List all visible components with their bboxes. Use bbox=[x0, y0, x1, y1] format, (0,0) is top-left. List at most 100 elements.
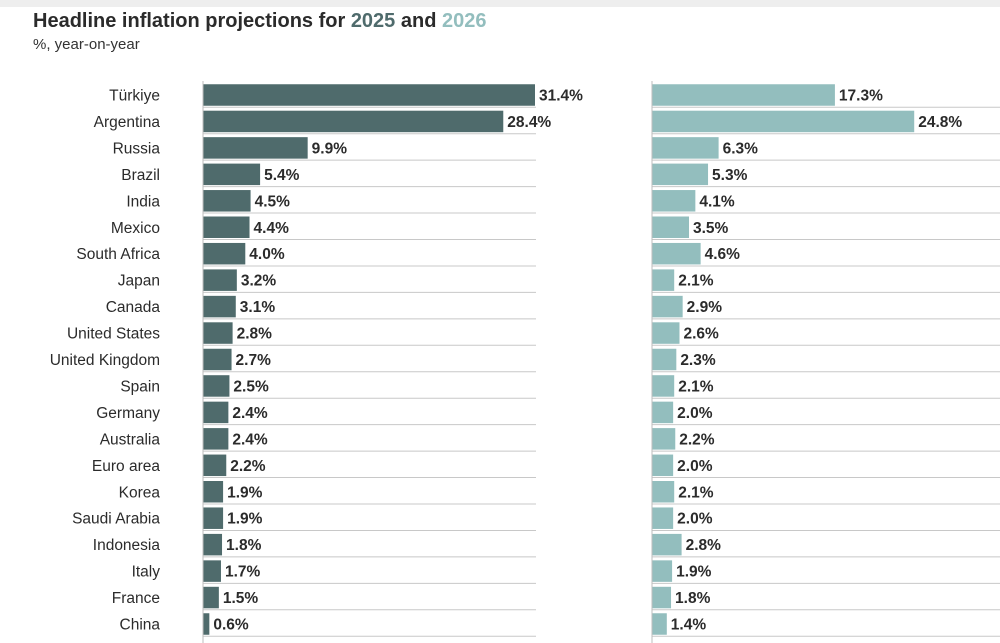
value-label-2026-indonesia: 2.8% bbox=[686, 537, 722, 554]
title-year-2026: 2026 bbox=[441, 10, 487, 32]
category-label: United States bbox=[67, 326, 160, 343]
bar-2026-argentina bbox=[652, 110, 915, 133]
value-label-2025-euro-area: 2.2% bbox=[230, 458, 266, 475]
bar-2025-brazil bbox=[203, 163, 261, 186]
value-label-2026-brazil: 5.3% bbox=[712, 167, 748, 184]
bar-2025-canada bbox=[203, 295, 236, 318]
value-label-2026-saudi-arabia: 2.0% bbox=[677, 511, 713, 528]
value-label-2025-korea: 1.9% bbox=[227, 484, 263, 501]
category-label: Indonesia bbox=[93, 537, 161, 554]
category-label: China bbox=[120, 617, 161, 634]
category-label: Argentina bbox=[94, 114, 161, 131]
category-label: Euro area bbox=[92, 458, 160, 475]
category-label: Mexico bbox=[111, 220, 160, 237]
category-label: France bbox=[112, 590, 160, 607]
title-year-2025: 2025 bbox=[350, 10, 396, 32]
bar-2026-south-africa bbox=[652, 242, 701, 265]
value-label-2025-canada: 3.1% bbox=[240, 299, 276, 316]
value-label-2025-australia: 2.4% bbox=[232, 431, 268, 448]
value-label-2025-brazil: 5.4% bbox=[264, 167, 300, 184]
value-label-2026-italy: 1.9% bbox=[676, 564, 712, 581]
value-label-2025-spain: 2.5% bbox=[233, 378, 269, 395]
value-label-2026-india: 4.1% bbox=[699, 193, 735, 210]
bar-2025-france bbox=[203, 586, 219, 609]
bar-2026-germany bbox=[652, 401, 674, 424]
value-label-2025-india: 4.5% bbox=[255, 193, 291, 210]
bar-2026-spain bbox=[652, 375, 675, 397]
category-label: Canada bbox=[106, 299, 161, 316]
value-label-2026-united-kingdom: 2.3% bbox=[680, 352, 716, 369]
bar-2026-japan bbox=[652, 269, 675, 291]
chart-title: Headline inflation projections for 2025 … bbox=[33, 10, 486, 33]
value-label-2025-mexico: 4.4% bbox=[254, 220, 290, 237]
category-label: Korea bbox=[119, 484, 161, 501]
value-label-2025-saudi-arabia: 1.9% bbox=[227, 511, 263, 528]
bar-2026-brazil bbox=[652, 163, 709, 186]
value-label-2026-south-africa: 4.6% bbox=[705, 246, 741, 263]
bar-2025-south-africa bbox=[203, 242, 246, 265]
category-label: India bbox=[126, 193, 160, 210]
bar-2025-euro-area bbox=[203, 454, 227, 477]
bar-2025-korea bbox=[203, 481, 224, 503]
value-label-2026-korea: 2.1% bbox=[678, 484, 714, 501]
bar-2025-spain bbox=[203, 375, 230, 397]
value-label-2026-canada: 2.9% bbox=[687, 299, 723, 316]
bar-2026-korea bbox=[652, 481, 675, 503]
bar-2025-united-kingdom bbox=[203, 348, 232, 371]
top-strip bbox=[0, 0, 1000, 7]
bar-2025-germany bbox=[203, 401, 229, 424]
value-label-2026-united-states: 2.6% bbox=[683, 326, 719, 343]
category-label: Türkiye bbox=[109, 88, 160, 105]
title-mid: and bbox=[395, 10, 442, 32]
bar-2025-russia bbox=[203, 137, 308, 159]
category-label: Brazil bbox=[121, 167, 160, 184]
bar-2025-mexico bbox=[203, 216, 250, 238]
bar-2026-canada bbox=[652, 295, 683, 318]
value-label-2025-argentina: 28.4% bbox=[507, 114, 551, 131]
value-label-2025-germany: 2.4% bbox=[232, 405, 268, 422]
bar-2026-united-kingdom bbox=[652, 348, 677, 371]
bar-2025-italy bbox=[203, 560, 221, 582]
category-label: South Africa bbox=[76, 246, 160, 263]
value-label-2025-russia: 9.9% bbox=[312, 140, 348, 157]
bar-2026-italy bbox=[652, 560, 673, 582]
value-label-2026-china: 1.4% bbox=[671, 617, 707, 634]
bar-2026-india bbox=[652, 190, 696, 212]
bar-2026-euro-area bbox=[652, 454, 674, 477]
value-label-2025-france: 1.5% bbox=[223, 590, 259, 607]
bar-2025-japan bbox=[203, 269, 237, 291]
chart-subtitle: %, year-on-year bbox=[33, 36, 140, 53]
value-label-2026-t-rkiye: 17.3% bbox=[839, 88, 883, 105]
bar-2025-china bbox=[203, 613, 210, 635]
value-label-2025-italy: 1.7% bbox=[225, 564, 261, 581]
bar-2026-russia bbox=[652, 137, 719, 159]
bar-2025-saudi-arabia bbox=[203, 507, 224, 529]
value-label-2025-japan: 3.2% bbox=[241, 273, 277, 290]
value-label-2025-t-rkiye: 31.4% bbox=[539, 88, 583, 105]
bar-2026-china bbox=[652, 613, 667, 635]
value-label-2025-united-kingdom: 2.7% bbox=[236, 352, 272, 369]
bar-2026-saudi-arabia bbox=[652, 507, 674, 529]
value-label-2025-united-states: 2.8% bbox=[237, 326, 273, 343]
value-label-2026-australia: 2.2% bbox=[679, 431, 715, 448]
value-label-2025-indonesia: 1.8% bbox=[226, 537, 262, 554]
value-label-2026-argentina: 24.8% bbox=[918, 114, 962, 131]
category-label: Germany bbox=[96, 405, 160, 422]
bar-2025-t-rkiye bbox=[203, 84, 535, 106]
category-label: Italy bbox=[132, 564, 161, 581]
value-label-2026-germany: 2.0% bbox=[677, 405, 713, 422]
bar-2026-united-states bbox=[652, 322, 680, 344]
bar-2025-india bbox=[203, 190, 251, 212]
value-label-2025-china: 0.6% bbox=[213, 617, 249, 634]
value-label-2026-mexico: 3.5% bbox=[693, 220, 729, 237]
category-label: Spain bbox=[120, 378, 160, 395]
bar-2026-mexico bbox=[652, 216, 690, 238]
bar-2025-indonesia bbox=[203, 533, 223, 556]
category-label: Japan bbox=[118, 273, 160, 290]
title-prefix: Headline inflation projections for bbox=[33, 10, 351, 32]
value-label-2025-south-africa: 4.0% bbox=[249, 246, 285, 263]
category-label: United Kingdom bbox=[50, 352, 160, 369]
bar-2026-australia bbox=[652, 428, 676, 450]
value-label-2026-spain: 2.1% bbox=[678, 378, 714, 395]
category-label: Saudi Arabia bbox=[72, 511, 160, 528]
